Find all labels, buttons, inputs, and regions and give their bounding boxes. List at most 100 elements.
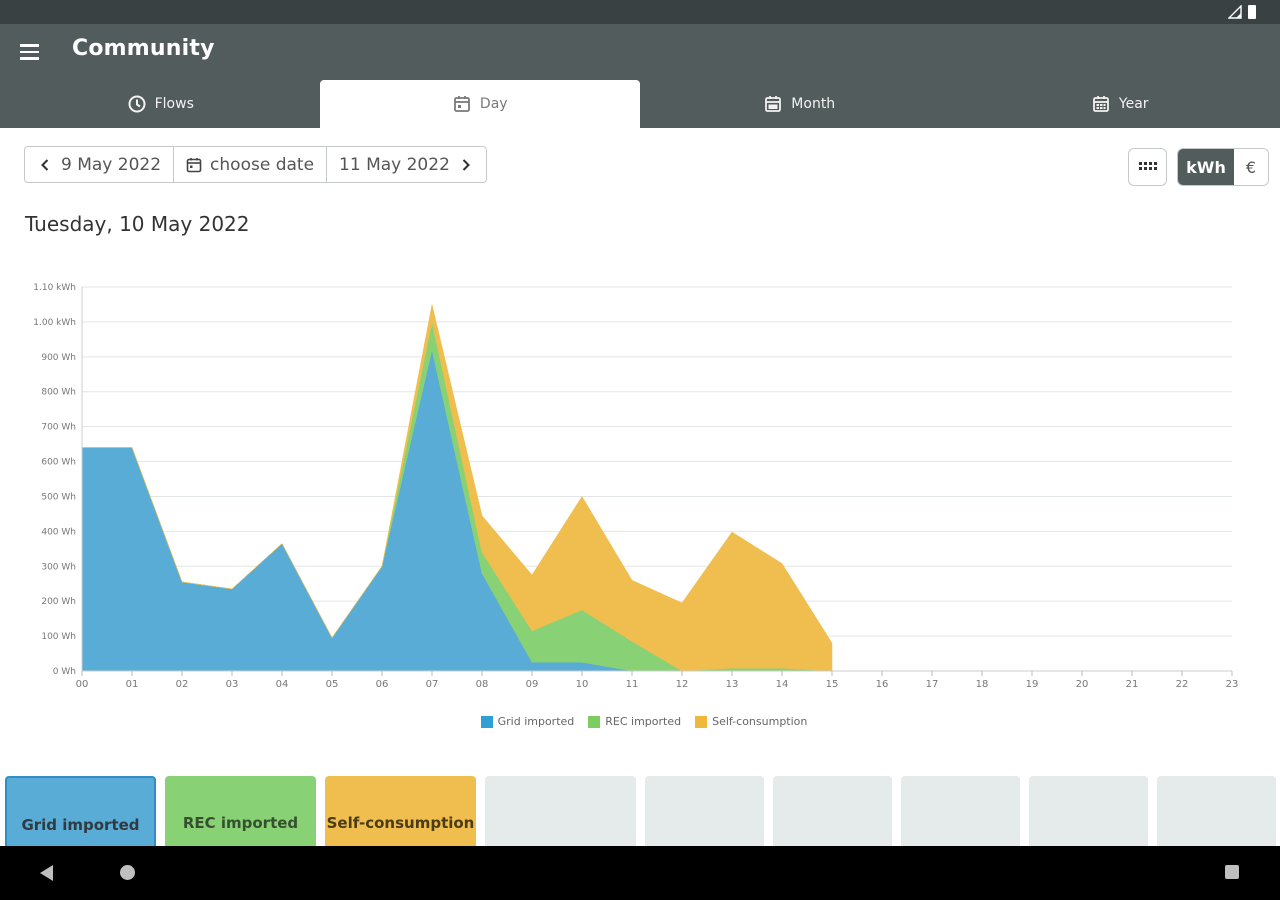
x-tick-label: 09 <box>526 679 539 690</box>
card-self-consumption[interactable]: Self-consumption <box>325 776 476 856</box>
menu-icon[interactable] <box>14 38 44 66</box>
y-tick-label: 800 Wh <box>41 388 76 398</box>
card-empty <box>1157 776 1276 856</box>
x-tick-label: 02 <box>176 679 189 690</box>
card-label: REC imported <box>182 814 299 832</box>
area-self-consumption <box>82 304 833 672</box>
calendar-day-icon <box>454 96 470 112</box>
tab-flows-label: Flows <box>154 96 194 112</box>
x-tick-label: 16 <box>876 679 889 690</box>
x-tick-label: 05 <box>326 679 339 690</box>
y-tick-label: 500 Wh <box>41 492 76 502</box>
y-tick-label: 1.10 kWh <box>33 283 76 293</box>
x-tick-label: 17 <box>926 679 939 690</box>
card-grid-imported[interactable]: Grid imported <box>5 776 156 856</box>
x-tick-label: 20 <box>1076 679 1089 690</box>
unit-euro-button[interactable]: € <box>1234 149 1268 185</box>
card-empty <box>485 776 636 856</box>
unit-toggle: kWh € <box>1177 148 1269 186</box>
clock-icon <box>128 95 146 113</box>
y-tick-label: 900 Wh <box>41 353 76 363</box>
card-empty <box>645 776 764 856</box>
status-bar <box>0 0 1280 24</box>
calendar-month-icon <box>765 96 782 112</box>
legend-swatch-grid <box>480 715 493 728</box>
x-tick-label: 04 <box>276 679 289 690</box>
battery-icon <box>1248 5 1256 19</box>
y-tick-label: 1.00 kWh <box>33 318 76 328</box>
back-icon[interactable] <box>40 865 53 881</box>
legend-label: REC imported <box>605 715 682 728</box>
x-tick-label: 11 <box>626 679 639 690</box>
chart-areas <box>81 304 833 672</box>
next-day-button[interactable]: 11 May 2022 <box>327 147 486 182</box>
x-tick-label: 07 <box>426 679 439 690</box>
tab-month-label: Month <box>791 96 836 112</box>
legend-label: Grid imported <box>497 715 575 728</box>
tab-year-label: Year <box>1118 96 1149 112</box>
chart-axes <box>81 287 1232 672</box>
x-tick-label: 00 <box>76 679 89 690</box>
x-tick-label: 10 <box>576 679 589 690</box>
x-tick-label: 23 <box>1226 679 1239 690</box>
x-tick-label: 08 <box>476 679 489 690</box>
card-empty <box>901 776 1020 856</box>
legend-self-consumption[interactable]: Self-consumption <box>695 715 807 728</box>
table-view-button[interactable] <box>1128 148 1167 186</box>
y-tick-label: 600 Wh <box>41 458 76 468</box>
legend-swatch-self <box>695 715 708 728</box>
card-rec-imported[interactable]: REC imported <box>165 776 316 856</box>
system-nav-bar <box>0 846 1280 900</box>
y-tick-label: 400 Wh <box>41 527 76 537</box>
unit-kwh-button[interactable]: kWh <box>1178 149 1234 185</box>
x-tick-label: 18 <box>976 679 989 690</box>
prev-day-label: 9 May 2022 <box>61 154 162 175</box>
card-empty <box>773 776 892 856</box>
chevron-left-icon <box>41 158 49 171</box>
x-tick-label: 14 <box>776 679 789 690</box>
card-label: Grid imported <box>21 816 140 834</box>
signal-icon <box>1228 5 1242 19</box>
tab-year[interactable]: Year <box>960 80 1280 128</box>
recents-icon[interactable] <box>1225 865 1239 879</box>
legend-swatch-rec <box>588 715 601 728</box>
x-tick-label: 19 <box>1026 679 1039 690</box>
x-tick-label: 13 <box>726 679 739 690</box>
grid-icon <box>1138 162 1157 170</box>
y-tick-label: 0 Wh <box>53 667 76 677</box>
chart-x-ticks: 00 01 02 03 04 05 06 07 08 09 10 11 12 13 14 15 16 17 18 19… <box>76 671 1239 690</box>
day-heading: Tuesday, 10 May 2022 <box>25 212 250 236</box>
x-tick-label: 06 <box>376 679 389 690</box>
legend-grid-imported[interactable]: Grid imported <box>480 715 575 728</box>
x-tick-label: 12 <box>676 679 689 690</box>
next-day-label: 11 May 2022 <box>339 154 450 175</box>
status-icons <box>1228 5 1256 19</box>
x-tick-label: 21 <box>1126 679 1139 690</box>
tab-day[interactable]: Day <box>319 80 640 128</box>
home-icon[interactable] <box>120 865 135 880</box>
tab-month[interactable]: Month <box>639 80 960 128</box>
app-bar: Community Flows Day Month Year <box>0 24 1280 128</box>
prev-day-button[interactable]: 9 May 2022 <box>25 147 175 182</box>
card-label: Self-consumption <box>326 814 475 832</box>
y-tick-label: 300 Wh <box>41 562 76 572</box>
summary-cards: Grid imported REC imported Self-consumpt… <box>0 776 1280 856</box>
tab-flows[interactable]: Flows <box>0 80 321 128</box>
energy-area-chart: 0 Wh 100 Wh 200 Wh 300 Wh 400 Wh 500 Wh 600 Wh… <box>33 283 1239 690</box>
x-tick-label: 22 <box>1176 679 1189 690</box>
legend-label: Self-consumption <box>712 715 808 728</box>
y-tick-label: 200 Wh <box>41 597 76 607</box>
app-title: Community <box>72 36 215 61</box>
calendar-year-icon <box>1093 96 1109 112</box>
tab-day-label: Day <box>479 96 508 112</box>
legend-rec-imported[interactable]: REC imported <box>588 715 681 728</box>
calendar-icon <box>186 157 202 172</box>
chart-y-ticks: 0 Wh 100 Wh 200 Wh 300 Wh 400 Wh 500 Wh 600 Wh… <box>33 283 76 677</box>
y-tick-label: 100 Wh <box>41 632 76 642</box>
tab-bar: Flows Day Month Year <box>0 80 1280 128</box>
x-tick-label: 03 <box>226 679 239 690</box>
chevron-right-icon <box>462 158 470 171</box>
y-tick-label: 700 Wh <box>41 423 76 433</box>
x-tick-label: 15 <box>826 679 839 690</box>
choose-date-button[interactable]: choose date <box>174 147 328 182</box>
